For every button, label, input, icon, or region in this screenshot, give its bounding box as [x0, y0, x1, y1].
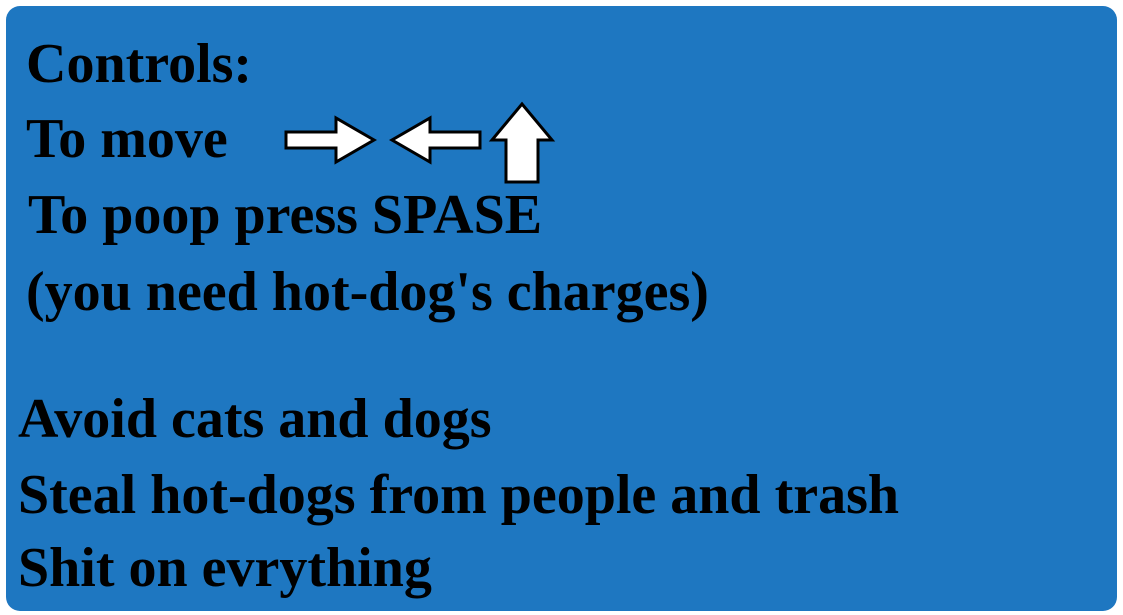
rule-steal: Steal hot-dogs from people and trash — [18, 464, 900, 526]
right-arrow-icon — [284, 115, 377, 165]
rule-shit: Shit on evrything — [18, 537, 432, 599]
movement-keys — [284, 101, 556, 184]
poop-instruction: To poop press SPASE — [28, 184, 543, 246]
rule-avoid: Avoid cats and dogs — [18, 388, 492, 450]
left-arrow-icon — [389, 115, 482, 165]
move-instruction: To move — [26, 108, 228, 170]
up-arrow-icon — [488, 101, 556, 184]
instructions-panel: Controls: To move To poop press SPASE (y… — [6, 6, 1117, 611]
controls-heading: Controls: — [26, 33, 253, 95]
poop-note: (you need hot-dog's charges) — [26, 261, 709, 323]
